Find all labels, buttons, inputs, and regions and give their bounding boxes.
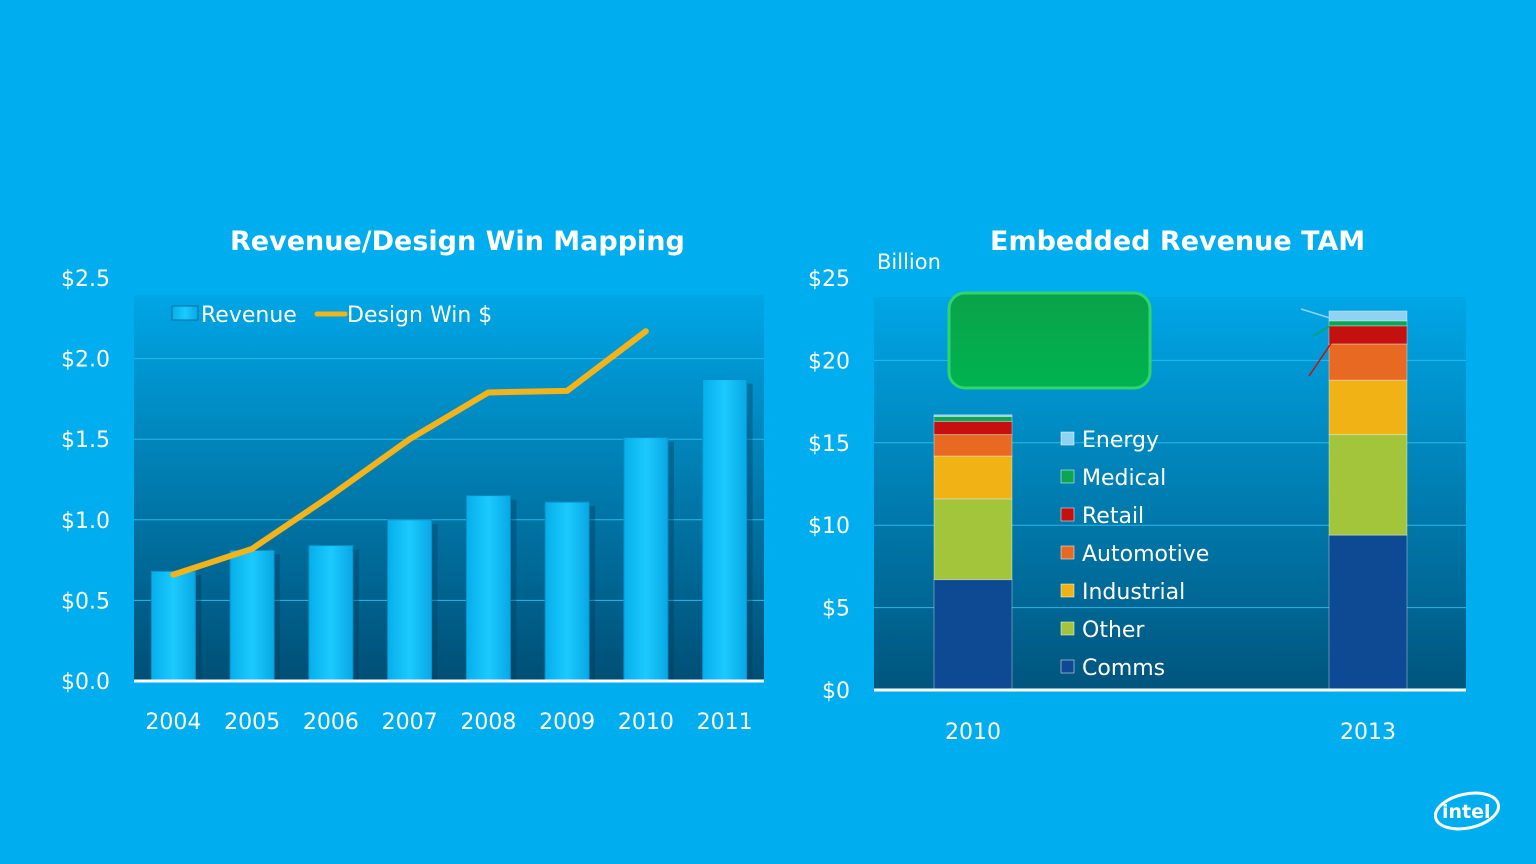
left-chart-title: Revenue/Design Win Mapping (230, 226, 685, 257)
left-y-tick-label: $0.0 (61, 670, 110, 695)
left-x-tick-label: 2004 (145, 710, 201, 735)
left-x-tick-label: 2006 (303, 710, 359, 735)
left-x-tick-label: 2011 (697, 710, 753, 735)
legend-swatch-revenue (171, 305, 199, 321)
legend-label-design-win: Design Win $ (347, 303, 492, 328)
revenue-bar (702, 379, 748, 682)
revenue-bar (150, 570, 196, 682)
revenue-bar (387, 519, 433, 682)
left-x-tick-label: 2010 (618, 710, 674, 735)
revenue-bar (623, 437, 669, 682)
left-y-tick-label: $1.0 (61, 509, 110, 534)
left-x-tick-label: 2007 (382, 710, 438, 735)
left-y-tick-label: $2.5 (61, 267, 110, 292)
svg-text:intel: intel (1442, 801, 1491, 823)
right-chart-title: Embedded Revenue TAM (990, 226, 1366, 257)
left-y-tick-label: $1.5 (61, 428, 110, 453)
revenue-bar (229, 549, 275, 682)
revenue-bar (544, 501, 590, 682)
left-x-tick-label: 2008 (460, 710, 516, 735)
revenue-bar (308, 545, 354, 682)
legend-label-revenue: Revenue (201, 303, 297, 328)
left-x-tick-label: 2005 (224, 710, 280, 735)
left-legend: Revenue Design Win $ (171, 303, 492, 328)
left-y-tick-label: $0.5 (61, 589, 110, 614)
revenue-bar (465, 495, 511, 682)
design-win-line (170, 328, 649, 578)
left-y-tick-label: $2.0 (61, 348, 110, 373)
intel-logo: intel (1434, 791, 1500, 831)
left-x-tick-label: 2009 (539, 710, 595, 735)
